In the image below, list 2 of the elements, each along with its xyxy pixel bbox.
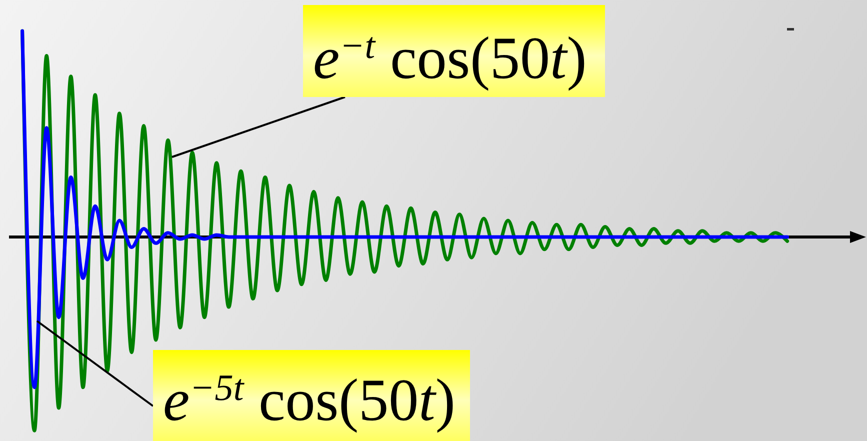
series-label: e$^{−t}$ cos(50t) (313, 25, 587, 91)
series-label: e$^{−5t}$ cos(50t) (163, 367, 456, 433)
